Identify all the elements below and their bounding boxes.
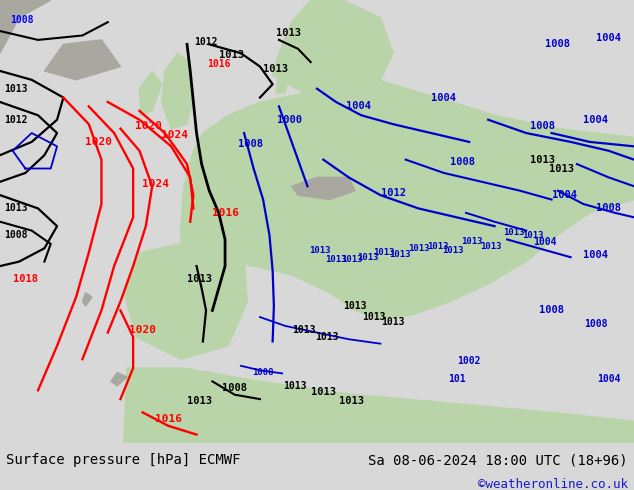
Text: 1013: 1013 <box>481 242 502 250</box>
Text: 1024: 1024 <box>161 130 188 140</box>
Text: 1013: 1013 <box>548 164 574 173</box>
Text: 1013: 1013 <box>529 155 555 165</box>
Text: 101: 101 <box>448 374 465 384</box>
Text: 1004: 1004 <box>533 237 557 246</box>
Text: 1013: 1013 <box>219 50 244 60</box>
Text: ©weatheronline.co.uk: ©weatheronline.co.uk <box>477 478 628 490</box>
Text: 1008: 1008 <box>450 157 476 167</box>
Text: 1018: 1018 <box>13 274 38 284</box>
Text: 1008: 1008 <box>238 139 263 149</box>
Text: 1008: 1008 <box>222 383 247 393</box>
Polygon shape <box>44 40 120 80</box>
Text: 1020: 1020 <box>85 137 112 147</box>
Text: 1013: 1013 <box>4 84 28 94</box>
Text: 1004: 1004 <box>583 115 609 125</box>
Text: 1016: 1016 <box>212 208 238 218</box>
Text: 1004: 1004 <box>431 93 456 102</box>
Text: 1013: 1013 <box>462 237 483 246</box>
Text: 1004: 1004 <box>597 374 621 384</box>
Text: 1004: 1004 <box>596 33 621 43</box>
Text: Surface pressure [hPa] ECMWF: Surface pressure [hPa] ECMWF <box>6 453 241 467</box>
Text: 1013: 1013 <box>311 388 336 397</box>
Text: 1016: 1016 <box>207 59 231 69</box>
Text: 1013: 1013 <box>187 396 212 406</box>
Text: 1013: 1013 <box>283 381 307 391</box>
Text: 1012: 1012 <box>380 188 406 198</box>
Text: 1013: 1013 <box>341 255 363 264</box>
Text: 1013: 1013 <box>309 246 331 255</box>
Text: 1013: 1013 <box>343 301 367 311</box>
Text: Sa 08-06-2024 18:00 UTC (18+96): Sa 08-06-2024 18:00 UTC (18+96) <box>368 453 628 467</box>
Text: 1013: 1013 <box>325 255 347 264</box>
Text: 1004: 1004 <box>583 250 609 260</box>
Text: 1008: 1008 <box>545 39 571 49</box>
Text: 1024: 1024 <box>142 179 169 189</box>
Text: 1020: 1020 <box>129 325 156 335</box>
Polygon shape <box>181 80 634 319</box>
Text: 1008: 1008 <box>584 318 608 329</box>
Text: 1013: 1013 <box>263 64 288 74</box>
Polygon shape <box>292 177 355 199</box>
Polygon shape <box>124 368 634 443</box>
Polygon shape <box>273 0 393 93</box>
Text: 1008: 1008 <box>529 122 555 131</box>
Text: 1013: 1013 <box>314 332 339 342</box>
Text: 1013: 1013 <box>276 28 301 38</box>
Text: 1013: 1013 <box>389 250 410 260</box>
Text: 1013: 1013 <box>292 325 316 335</box>
Text: 1013: 1013 <box>503 228 524 237</box>
Text: 1020: 1020 <box>136 122 162 131</box>
Text: 1013: 1013 <box>522 230 543 240</box>
Polygon shape <box>139 71 162 115</box>
Text: 1013: 1013 <box>357 253 378 262</box>
Text: 1008: 1008 <box>4 230 28 240</box>
Text: 1013: 1013 <box>187 274 212 284</box>
Text: 1008: 1008 <box>539 305 564 316</box>
Text: 1013: 1013 <box>408 244 429 253</box>
Text: 1016: 1016 <box>155 414 181 424</box>
Polygon shape <box>124 226 247 359</box>
Text: 1000: 1000 <box>277 115 302 125</box>
Polygon shape <box>111 372 127 386</box>
Text: 1002: 1002 <box>457 356 481 367</box>
Text: 1013: 1013 <box>4 203 28 214</box>
Text: 1004: 1004 <box>552 190 577 200</box>
Text: 1013: 1013 <box>443 246 464 255</box>
Text: 1004: 1004 <box>346 101 371 111</box>
Text: 1008: 1008 <box>10 15 34 25</box>
Polygon shape <box>276 71 288 93</box>
Text: 1008: 1008 <box>596 203 621 214</box>
Text: 1012: 1012 <box>194 37 218 47</box>
Text: 1013: 1013 <box>427 242 448 250</box>
Text: 1008: 1008 <box>252 368 274 377</box>
Polygon shape <box>162 53 193 128</box>
Polygon shape <box>82 293 92 306</box>
Text: 1012: 1012 <box>4 115 28 125</box>
Polygon shape <box>0 0 51 53</box>
Text: 1013: 1013 <box>339 396 365 406</box>
Text: 1013: 1013 <box>362 312 386 322</box>
Text: 1013: 1013 <box>381 317 405 326</box>
Text: 1013: 1013 <box>373 248 394 257</box>
